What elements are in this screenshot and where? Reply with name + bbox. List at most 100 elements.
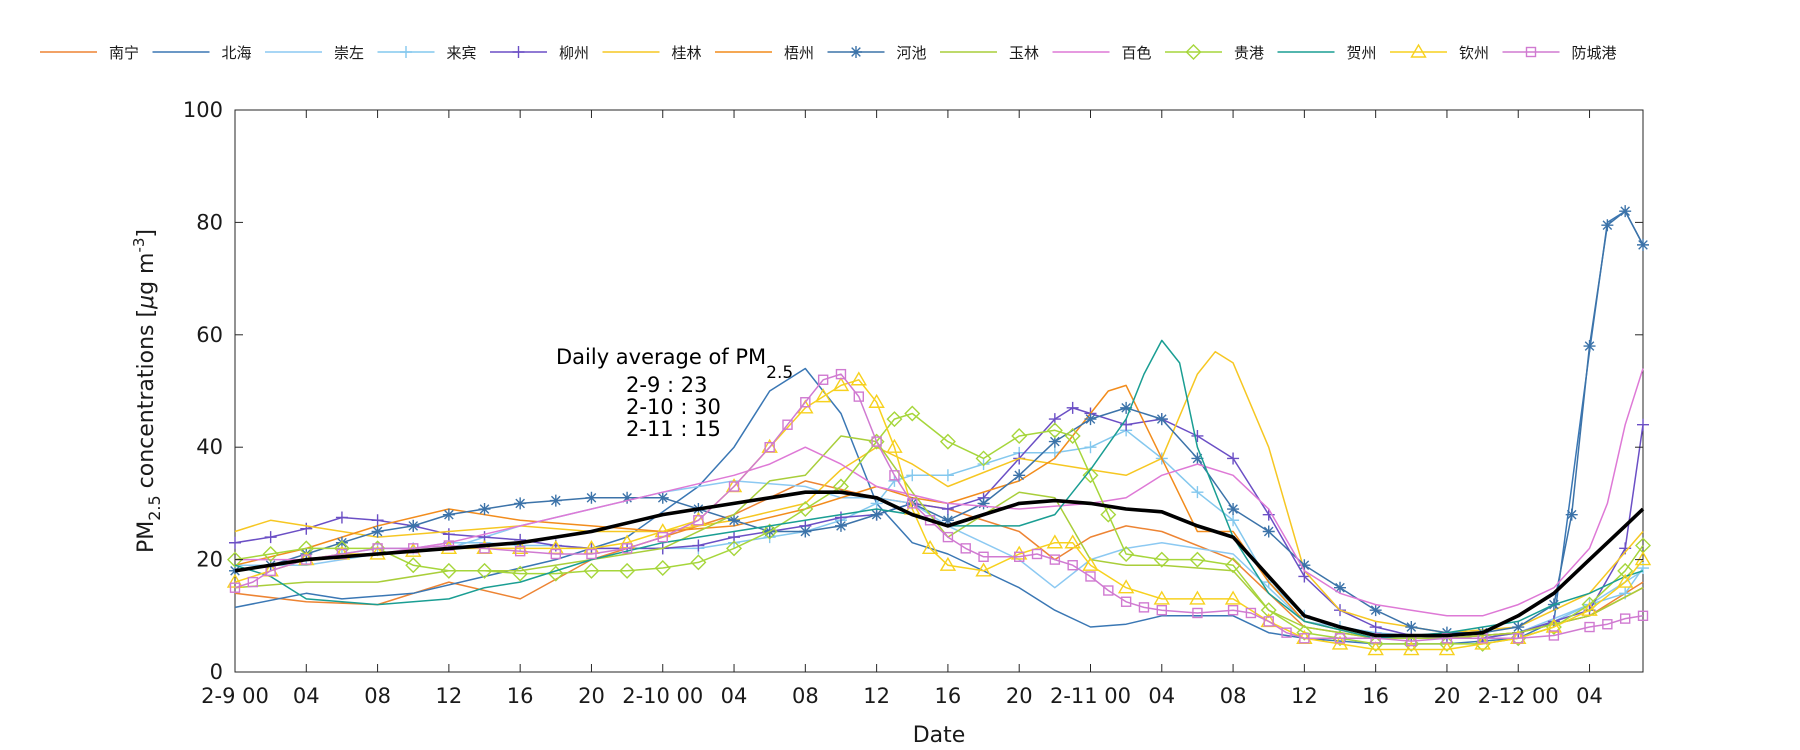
series-line xyxy=(234,210,1644,645)
data-point-diamond xyxy=(1225,557,1242,574)
data-point-triangle xyxy=(1581,601,1598,616)
data-point-diamond xyxy=(227,551,243,568)
data-point-square xyxy=(728,481,740,492)
data-point-asterisk xyxy=(1298,559,1311,572)
data-point-triangle xyxy=(1367,641,1384,656)
data-point-square xyxy=(1156,604,1167,616)
data-point-plus xyxy=(1227,452,1240,465)
data-point-asterisk xyxy=(850,46,862,58)
legend-item: 贺州 xyxy=(1277,44,1377,62)
data-point-plus xyxy=(512,46,525,58)
data-point-triangle xyxy=(850,371,868,386)
data-point-asterisk xyxy=(1013,469,1026,482)
data-point-square xyxy=(782,419,793,430)
plot-area-border xyxy=(234,109,1644,673)
legend-label: 贵港 xyxy=(1234,44,1264,62)
legend-label: 玉林 xyxy=(1009,44,1039,62)
legend-label: 柳州 xyxy=(559,44,589,62)
data-point-plus xyxy=(977,458,990,471)
annotation-title-sub: 2.5 xyxy=(766,363,793,383)
data-point-diamond xyxy=(1153,551,1170,568)
data-point-square xyxy=(1103,585,1114,596)
data-point-diamond xyxy=(1046,422,1063,439)
x-tick-label: 20 xyxy=(578,684,605,708)
data-point-diamond xyxy=(405,557,422,574)
data-point-triangle xyxy=(1153,590,1170,605)
data-point-square xyxy=(1584,621,1595,633)
legend-label: 防城港 xyxy=(1572,44,1617,62)
data-point-square xyxy=(1513,633,1524,644)
data-point-square xyxy=(1031,548,1043,560)
legend-item: 南宁 xyxy=(40,44,139,62)
series-北海 xyxy=(234,210,1644,645)
data-point-square xyxy=(1602,619,1613,630)
x-tick-label: 2-12 00 xyxy=(1478,684,1559,708)
data-point-square xyxy=(1138,602,1150,613)
series-line xyxy=(234,480,1644,640)
data-point-plus xyxy=(1066,401,1079,414)
data-point-diamond xyxy=(1082,467,1099,484)
data-point-asterisk xyxy=(656,491,669,504)
data-point-diamond xyxy=(512,565,529,582)
data-point-plus xyxy=(1369,621,1382,634)
data-point-triangle xyxy=(1403,641,1420,656)
data-point-triangle xyxy=(975,562,992,577)
data-point-asterisk xyxy=(442,508,455,521)
data-point-diamond xyxy=(619,562,636,579)
data-point-asterisk xyxy=(1120,401,1133,414)
data-point-triangle xyxy=(1189,590,1206,605)
series-贺州 xyxy=(234,339,1644,640)
data-point-plus xyxy=(1298,570,1311,583)
data-point-triangle xyxy=(939,556,957,571)
data-point-square xyxy=(693,515,704,526)
y-label-sub: 2.5 xyxy=(145,495,164,520)
series-Average xyxy=(234,490,1645,638)
x-tick-label: 08 xyxy=(1220,684,1247,708)
data-point-plus xyxy=(1191,486,1204,499)
series-line xyxy=(235,480,1644,640)
x-tick-label: 08 xyxy=(364,684,391,708)
data-point-asterisk xyxy=(1155,413,1168,426)
data-point-asterisk xyxy=(1565,508,1578,521)
annotation-line: 2-11 : 15 xyxy=(626,417,721,441)
data-point-diamond xyxy=(1064,427,1081,444)
legend-item: 桂林 xyxy=(602,44,702,62)
data-point-square xyxy=(1192,607,1203,619)
legend-item: 河池 xyxy=(827,44,927,62)
legend-item: 来宾 xyxy=(377,44,477,62)
data-point-asterisk xyxy=(1084,413,1097,426)
data-point-asterisk xyxy=(1601,219,1614,232)
legend-item: 贵港 xyxy=(1165,44,1264,62)
data-point-square xyxy=(1263,616,1274,627)
data-point-triangle xyxy=(832,376,850,392)
data-point-square xyxy=(817,374,829,385)
data-point-square xyxy=(1227,604,1239,616)
data-point-diamond xyxy=(797,501,814,518)
data-point-square xyxy=(1067,560,1078,571)
data-point-square xyxy=(657,531,668,543)
series-line xyxy=(234,350,1644,634)
series-line xyxy=(234,339,1644,640)
x-tick-label: 16 xyxy=(1362,684,1389,708)
data-point-diamond xyxy=(1189,551,1206,568)
data-point-square xyxy=(550,548,562,560)
data-point-square xyxy=(1120,596,1132,607)
data-point-plus xyxy=(941,469,954,482)
y-tick-label: 0 xyxy=(210,660,223,684)
data-point-square xyxy=(586,548,597,560)
x-tick-label: 2-10 00 xyxy=(622,684,703,708)
legend-label: 北海 xyxy=(222,44,252,62)
y-label-rest: concentrations [ xyxy=(134,309,159,495)
data-point-square xyxy=(907,498,918,509)
legend-item: 防城港 xyxy=(1502,44,1617,62)
data-point-asterisk xyxy=(1637,238,1649,251)
x-tick-label: 2-11 00 xyxy=(1050,684,1131,708)
data-point-square xyxy=(835,368,847,380)
x-tick-label: 04 xyxy=(293,684,320,708)
data-point-plus xyxy=(941,503,954,516)
data-point-square xyxy=(871,436,882,447)
data-point-plus xyxy=(264,531,277,544)
data-point-asterisk xyxy=(1619,205,1632,218)
series-layer xyxy=(226,205,1652,656)
data-point-diamond xyxy=(1185,44,1202,60)
